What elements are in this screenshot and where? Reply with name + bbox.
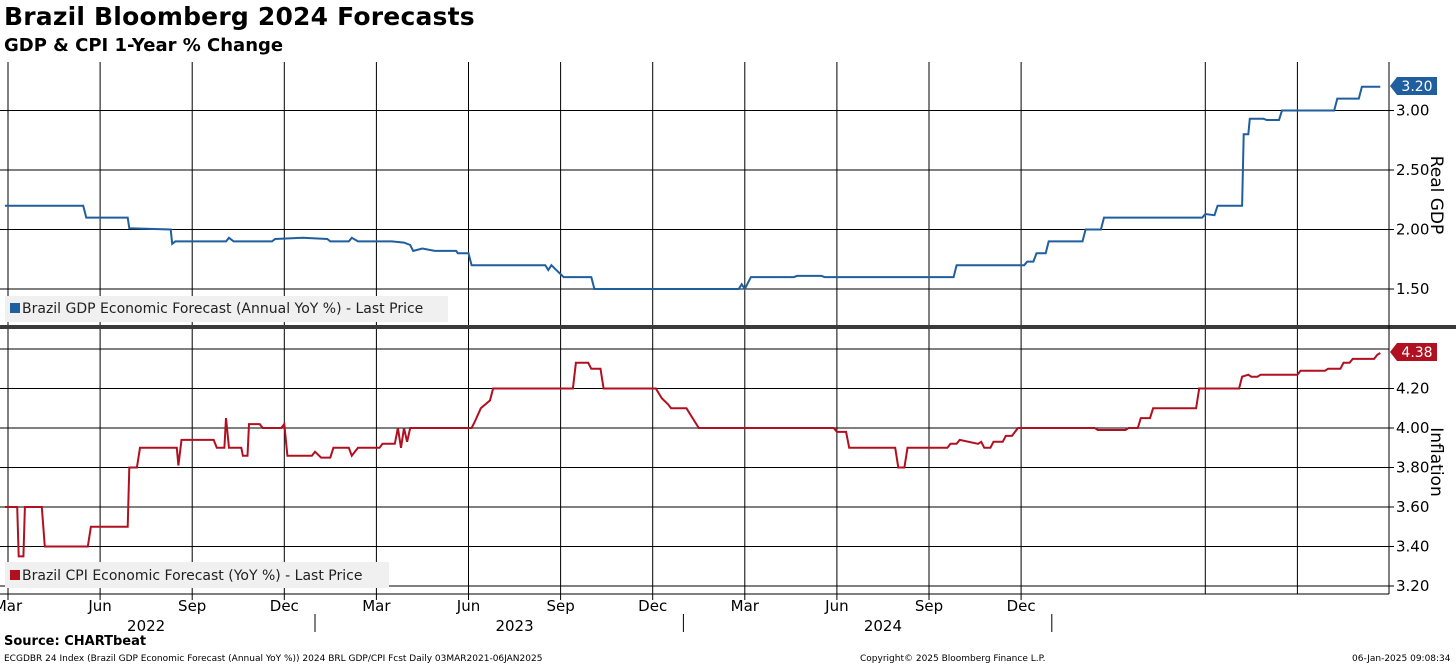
gdp-axis-ticks: 1.50 2.00 2.50 3.00	[1389, 102, 1429, 298]
cpi-legend-swatch	[10, 570, 20, 580]
tick-label-gdp-1: 2.00	[1396, 221, 1429, 239]
x-year-label-1: 2023	[495, 617, 533, 635]
panel-divider	[0, 325, 1456, 329]
tick-label-cpi-3: 3.80	[1396, 459, 1429, 477]
cpi-axis-ticks: 3.20 3.40 3.60 3.80 4.00 4.20	[1389, 380, 1429, 595]
x-year-label-2: 2024	[864, 617, 902, 635]
x-month-label-7: Dec	[638, 597, 667, 615]
x-month-label-2: Sep	[178, 597, 206, 615]
tick-label-cpi-2: 3.60	[1396, 498, 1429, 516]
gdp-legend: Brazil GDP Economic Forecast (Annual YoY…	[5, 296, 448, 322]
gdp-last-value: 3.20	[1401, 79, 1432, 95]
cpi-gridlines	[0, 348, 1389, 587]
x-month-label-10: Sep	[915, 597, 943, 615]
x-month-label-3: Dec	[270, 597, 299, 615]
cpi-legend-label: Brazil CPI Economic Forecast (YoY %) - L…	[22, 568, 362, 584]
tick-label-gdp-3: 3.00	[1396, 102, 1429, 120]
chart-subtitle: GDP & CPI 1-Year % Change	[4, 35, 284, 56]
tick-label-gdp-0: 1.50	[1396, 280, 1429, 298]
gdp-axis-label: Real GDP	[1426, 156, 1446, 235]
gdp-legend-label: Brazil GDP Economic Forecast (Annual YoY…	[22, 301, 423, 317]
x-axis: Mar Jun Sep Dec Mar Jun Sep Dec Mar Jun Sep Dec 2022…	[0, 593, 1389, 635]
x-month-label-4: Mar	[362, 597, 391, 615]
cpi-series-line	[4, 352, 1381, 558]
chart-title: Brazil Bloomberg 2024 Forecasts	[4, 2, 475, 31]
cpi-last-value: 4.38	[1401, 345, 1432, 361]
gdp-gridlines	[0, 110, 1389, 290]
x-month-label-1: Jun	[87, 597, 111, 615]
source-label: Source: CHARTbeat	[4, 634, 147, 649]
tick-label-cpi-4: 4.00	[1396, 419, 1429, 437]
tick-label-gdp-2: 2.50	[1396, 161, 1429, 179]
cpi-last-value-badge: 4.38	[1390, 343, 1437, 361]
tick-label-cpi-1: 3.40	[1396, 538, 1429, 556]
gdp-legend-box	[5, 296, 448, 322]
vertical-gridlines	[7, 62, 1298, 594]
x-month-label-8: Mar	[731, 597, 760, 615]
cpi-axis-label: Inflation	[1426, 427, 1446, 496]
cpi-legend: Brazil CPI Economic Forecast (YoY %) - L…	[5, 562, 389, 588]
cpi-legend-box	[5, 562, 389, 588]
x-month-label-11: Dec	[1007, 597, 1036, 615]
x-month-label-0: Mar	[0, 597, 23, 615]
x-month-label-6: Sep	[546, 597, 574, 615]
x-month-label-5: Jun	[456, 597, 480, 615]
x-month-label-9: Jun	[824, 597, 848, 615]
timestamp: 06-Jan-2025 09:08:34	[1352, 654, 1451, 664]
gdp-legend-swatch	[10, 303, 20, 313]
tick-label-cpi-5: 4.20	[1396, 380, 1429, 398]
copyright: Copyright© 2025 Bloomberg Finance L.P.	[860, 654, 1046, 664]
x-year-label-0: 2022	[127, 617, 165, 635]
gdp-series-line	[4, 85, 1381, 291]
gdp-last-value-badge: 3.20	[1390, 77, 1437, 95]
tick-label-cpi-0: 3.20	[1396, 577, 1429, 595]
index-info: ECGDBR 24 Index (Brazil GDP Economic For…	[4, 654, 543, 664]
